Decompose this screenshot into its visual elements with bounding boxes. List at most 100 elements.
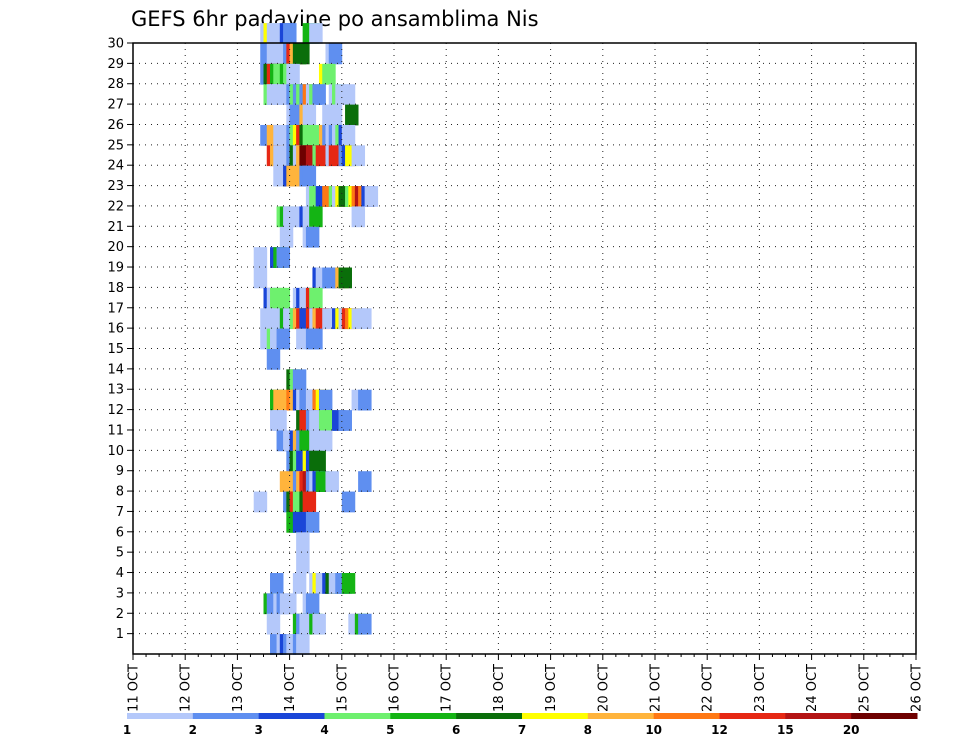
y-tick-label: 8 [116, 485, 124, 500]
x-tick-label: 21 OCT [649, 664, 664, 712]
legend-label: 10 [645, 723, 662, 737]
heatmap-cell [328, 43, 343, 65]
x-tick-label: 13 OCT [231, 664, 246, 712]
chart-title: GEFS 6hr padavine po ansamblima Nis [131, 7, 539, 31]
heatmap-cell [273, 124, 287, 146]
heatmap-cell [253, 247, 268, 268]
y-tick-label: 2 [116, 607, 124, 622]
y-tick-label: 23 [107, 179, 124, 194]
legend-swatch [653, 713, 720, 719]
heatmap-cell [276, 287, 290, 309]
x-tick-label: 26 OCT [910, 664, 925, 712]
legend-swatch [390, 713, 457, 719]
x-tick-label: 15 OCT [335, 664, 350, 712]
heatmap-cell [296, 532, 310, 554]
x-tick-label: 19 OCT [544, 664, 559, 712]
heatmap-cell [341, 84, 356, 105]
heatmap-cell [296, 634, 310, 655]
y-tick-label: 16 [107, 322, 124, 337]
heatmap-cell [283, 593, 297, 615]
heatmap-cell [358, 308, 372, 330]
y-tick-label: 4 [116, 566, 124, 581]
legend-swatch [522, 713, 589, 719]
y-tick-label: 7 [116, 505, 124, 520]
heatmap-cell [279, 471, 294, 492]
heatmap-cell [312, 84, 326, 105]
y-tick-label: 30 [107, 37, 124, 52]
legend-label: 20 [843, 723, 860, 737]
legend-swatch [258, 713, 325, 719]
heatmap-cell [338, 410, 352, 431]
heatmap-cell [305, 593, 320, 615]
plot-frame [132, 42, 917, 655]
heatmap-cell [273, 145, 287, 167]
heatmap-cell [309, 328, 323, 350]
heatmap-cell [358, 389, 372, 411]
x-axis: 11 OCT 12 OCT 13 OCT 14 OCT 15 OCT 16 OCT 17 O… [127, 654, 925, 712]
x-tick-label: 24 OCT [805, 664, 820, 712]
x-tick-label: 25 OCT [857, 664, 872, 712]
x-tick-label: 11 OCT [127, 664, 142, 712]
heatmap-cell [341, 573, 356, 594]
heatmap-cell [296, 43, 310, 65]
heatmap-cell [309, 287, 323, 309]
legend-swatch [324, 713, 391, 719]
grid-lines [133, 42, 916, 654]
heatmap-cell [253, 491, 268, 513]
legend-swatch [456, 713, 523, 719]
heatmap-cell [302, 165, 317, 187]
heatmap-cell [309, 23, 323, 44]
heatmap-cell [276, 247, 290, 268]
x-tick-label: 12 OCT [179, 664, 194, 712]
heatmap-cell [266, 349, 281, 370]
heatmap-cell [276, 328, 290, 350]
x-tick-label: 22 OCT [701, 664, 716, 712]
x-tick-label: 23 OCT [753, 664, 768, 712]
heatmap-cell [292, 573, 307, 594]
heatmap-cell [345, 104, 359, 126]
color-legend: 1 2 3 4 5 6 7 8 10 12 15 20 [123, 713, 918, 737]
y-tick-label: 6 [116, 525, 124, 540]
x-tick-label: 20 OCT [596, 664, 611, 712]
heatmap-cell [341, 491, 356, 513]
x-tick-label: 14 OCT [283, 664, 298, 712]
legend-label: 15 [777, 723, 794, 737]
y-tick-label: 29 [107, 57, 124, 72]
heatmap-cell [341, 124, 356, 146]
legend-label: 4 [320, 723, 328, 737]
y-tick-label: 3 [116, 586, 124, 601]
y-tick-label: 9 [116, 464, 124, 479]
y-tick-label: 15 [107, 342, 124, 357]
y-tick-label: 20 [107, 240, 124, 255]
heatmap-cell [309, 206, 323, 228]
legend-swatch [719, 713, 786, 719]
heatmap-cell [253, 267, 268, 289]
heatmap-cell [283, 23, 297, 44]
heatmap-cell [318, 430, 333, 452]
heatmap-cell [305, 226, 320, 248]
heatmap-cell [338, 267, 352, 289]
heatmap-cell [312, 450, 326, 472]
heatmap-cell [351, 206, 366, 228]
heatmap-cell [270, 573, 284, 594]
y-tick-label: 5 [116, 546, 124, 561]
y-tick-label: 17 [107, 301, 124, 316]
legend-label: 2 [189, 723, 197, 737]
heatmap-cell [358, 471, 372, 492]
heatmap-cell [358, 613, 372, 635]
y-tick-label: 13 [107, 383, 124, 398]
legend-label: 7 [518, 723, 526, 737]
legend-swatch [127, 713, 194, 719]
y-tick-label: 18 [107, 281, 124, 296]
y-tick-label: 12 [107, 403, 124, 418]
y-tick-label: 28 [107, 77, 124, 92]
heatmap-cell [318, 389, 333, 411]
y-tick-label: 26 [107, 118, 124, 133]
heatmap-cell [322, 63, 336, 85]
heatmap-cell [351, 145, 366, 167]
y-tick-label: 10 [107, 444, 124, 459]
y-tick-label: 19 [107, 261, 124, 276]
heatmap-cell [364, 186, 379, 207]
heatmap-cell [286, 165, 300, 187]
